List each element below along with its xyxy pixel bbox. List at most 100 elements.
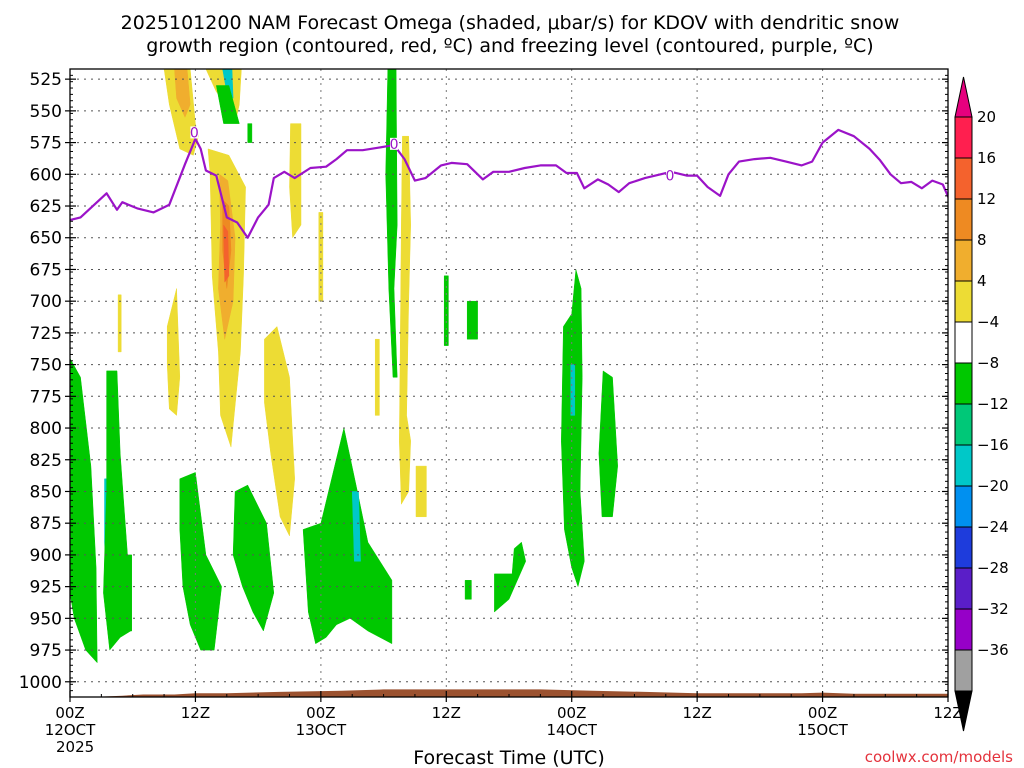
y-tick-label-575: 575 [30,134,62,154]
x-tick-label-72-0: 00Z [808,704,837,722]
y-tick-label-725: 725 [30,324,62,344]
y-tick-label-650: 650 [30,229,62,249]
colorbar-label-0: 20 [977,108,996,126]
omega-region-31 [561,269,585,587]
omega-region-4 [216,85,240,124]
omega-region-17 [103,370,131,651]
colorbar-box-8 [954,444,973,487]
x-tick-label-60-0: 12Z [682,704,711,722]
colorbar-box-2 [954,198,973,241]
colorbar-box-7 [954,403,973,446]
title-line-2: growth region (contoured, red, ºC) and f… [146,35,873,57]
omega-region-1 [174,69,191,118]
omega-region-18 [125,554,132,632]
freezing-level-label-0: 0 [190,125,199,141]
credit-text: coolwx.com/models [865,748,1013,766]
omega-region-13 [264,326,295,537]
y-tick-label-800: 800 [30,419,62,439]
colorbar-label-2: 12 [977,190,996,208]
colorbar-box-4 [954,280,973,323]
colorbar-bottom-arrow [954,690,973,732]
y-tick-label-700: 700 [30,292,62,312]
y-tick-label-900: 900 [30,546,62,566]
colorbar-box-6 [954,362,973,405]
omega-region-11 [166,288,181,416]
x-tick-label-24-0: 00Z [306,704,335,722]
omega-region-33 [598,370,618,518]
colorbar-label-8: −16 [977,436,1009,454]
omega-region-0 [163,69,199,156]
omega-region-24 [399,135,411,505]
colorbar-label-10: −24 [977,518,1009,536]
omega-region-20 [232,484,275,632]
omega-region-9 [223,224,230,283]
x-tick-label-24-1: 13OCT [296,721,347,739]
omega-region-23 [385,69,398,378]
freezing-label-bg-0 [190,126,199,139]
freezing-level-label-1: 0 [390,137,399,153]
colorbar-label-6: −8 [977,354,999,372]
y-tick-label-875: 875 [30,514,62,534]
y-tick-label-750: 750 [30,356,62,376]
y-tick-label-1000: 1000 [19,673,62,693]
colorbar-box-0 [954,116,973,159]
y-tick-label-925: 925 [30,578,62,598]
freezing-level-label-2: 0 [666,169,675,185]
omega-region-21 [302,427,393,644]
y-tick-label-825: 825 [30,451,62,471]
omega-region-32 [570,364,576,416]
omega-region-15 [70,358,98,663]
y-tick-label-550: 550 [30,102,62,122]
colorbar-label-4: 4 [977,272,987,290]
colorbar-box-10 [954,526,973,569]
x-tick-label-84-0: 12Z [933,704,962,722]
omega-region-10 [289,123,302,238]
x-tick-label-0-0: 00Z [55,704,84,722]
omega-region-12 [117,294,122,353]
y-tick-label-675: 675 [30,261,62,281]
colorbar-label-7: −12 [977,395,1009,413]
omega-region-22 [351,491,361,562]
omega-region-28 [466,300,478,340]
colorbar-box-12 [954,608,973,651]
omega-shading [70,69,618,663]
colorbar-top-arrow [954,76,973,118]
colorbar-label-9: −20 [977,477,1009,495]
freezing-level-line [70,128,948,239]
y-tick-label-600: 600 [30,165,62,185]
colorbar-label-5: −4 [977,313,999,331]
y-tick-label-950: 950 [30,609,62,629]
y-tick-label-975: 975 [30,641,62,661]
freezing-label-bg-1 [390,137,399,150]
colorbar-label-12: −32 [977,600,1009,618]
omega-region-29 [464,580,472,600]
colorbar-box-3 [954,239,973,282]
y-tick-label-625: 625 [30,197,62,217]
colorbar-box-13 [954,649,973,692]
chart-title: 2025101200 NAM Forecast Omega (shaded, μ… [121,12,900,57]
x-tick-label-72-1: 15OCT [797,721,848,739]
x-tick-label-12-0: 12Z [181,704,210,722]
y-tick-label-525: 525 [30,70,62,90]
colorbar-box-9 [954,485,973,528]
x-tick-label-36-0: 12Z [432,704,461,722]
x-tick-label-0-1: 12OCT [45,721,96,739]
y-tick-label-775: 775 [30,387,62,407]
x-tick-label-0-2: 2025 [56,738,94,756]
colorbar: 20 16 12 8 4 −4 −8 −12 −16 −20 −24 −28 −32 −36 [954,76,1009,732]
colorbar-box-11 [954,567,973,610]
omega-region-25 [374,338,380,416]
colorbar-label-3: 8 [977,231,987,249]
x-tick-label-48-0: 00Z [557,704,586,722]
x-tick-label-48-1: 14OCT [546,721,597,739]
colorbar-label-1: 16 [977,149,996,167]
omega-region-19 [179,472,222,651]
y-axis: 525 550 575 600 625 650 675 700 725 750 775 800 825 8… [19,68,948,698]
freezing-label-bg-2 [665,169,674,182]
omega-region-30 [494,541,526,613]
colorbar-box-5 [954,321,973,364]
colorbar-box-1 [954,157,973,200]
omega-region-5 [247,123,253,143]
